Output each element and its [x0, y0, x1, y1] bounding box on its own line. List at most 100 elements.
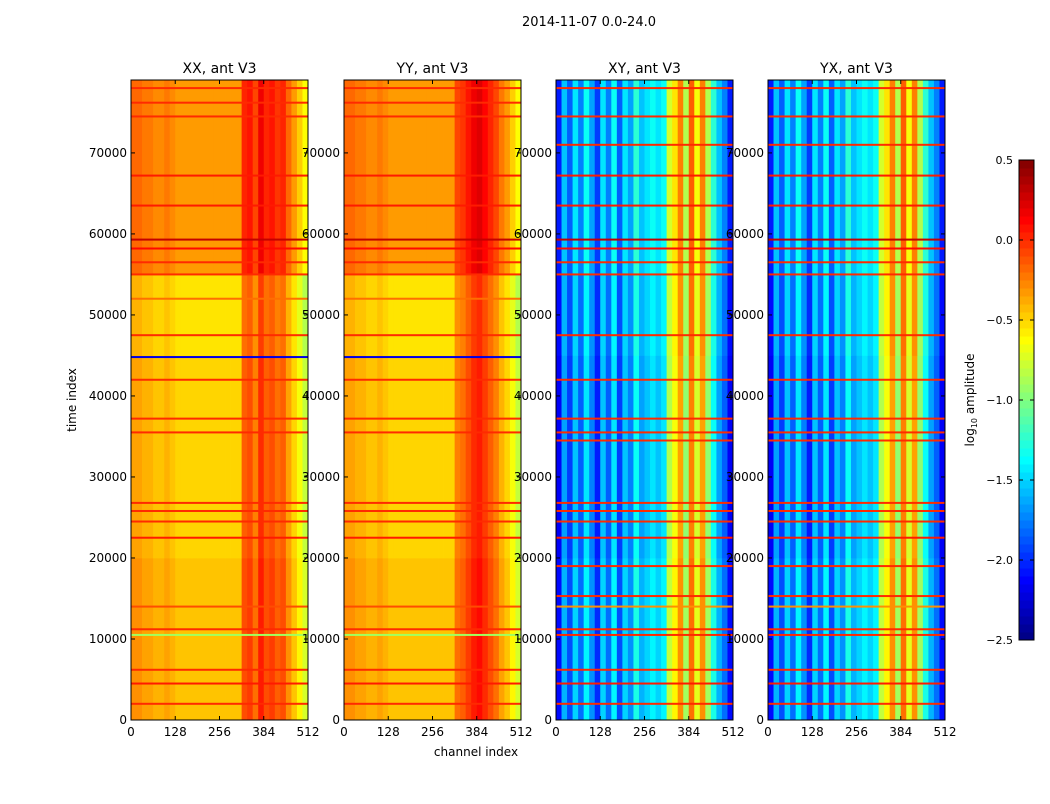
panel-title: XY, ant V3: [608, 61, 681, 77]
heatmap-cell: [476, 557, 483, 721]
heatmap-cell: [191, 80, 198, 275]
heatmap-cell: [889, 355, 896, 559]
colorbar-segment: [1019, 392, 1034, 401]
heatmap-cell: [784, 274, 791, 356]
heatmap-cell: [147, 274, 154, 356]
heatmap-cell: [862, 557, 868, 721]
heatmap-cell: [828, 557, 835, 721]
colorbar-label-rest: amplitude: [963, 354, 977, 418]
heatmap-cell: [169, 355, 176, 559]
colorbar-segment: [1019, 288, 1034, 297]
heatmap-cell: [850, 557, 857, 721]
heatmap-stripe: [131, 431, 308, 434]
heatmap-cell: [169, 557, 176, 721]
heatmap-cell: [716, 557, 723, 721]
heatmap-cell: [856, 80, 863, 275]
heatmap-cell: [180, 274, 187, 356]
heatmap-stripe: [768, 431, 945, 434]
heatmap-cell: [252, 355, 259, 559]
heatmap-cell: [438, 557, 444, 721]
heatmap-cell: [302, 80, 309, 275]
heatmap-cell: [285, 355, 292, 559]
heatmap-stripe: [768, 628, 945, 631]
heatmap-stripe: [768, 273, 945, 276]
heatmap-cell: [241, 557, 248, 721]
heatmap-cell: [230, 80, 237, 275]
x-tick-label: 384: [889, 725, 912, 739]
colorbar-segment: [1019, 160, 1034, 169]
heatmap-cell: [850, 80, 857, 275]
heatmap-cell: [432, 80, 439, 275]
heatmap-cell: [285, 274, 292, 356]
y-tick-label: 50000: [302, 308, 340, 322]
heatmap-cell: [889, 80, 896, 275]
heatmap-cell: [247, 274, 254, 356]
heatmap-cell: [561, 80, 568, 275]
heatmap-cell: [515, 80, 522, 275]
heatmap-cell: [655, 274, 662, 356]
heatmap-cell: [388, 80, 395, 275]
heatmap-stripe: [344, 204, 521, 207]
colorbar-segment: [1019, 272, 1034, 281]
heatmap-cell: [421, 355, 428, 559]
heatmap-cell: [465, 80, 472, 275]
heatmap-cell: [302, 355, 309, 559]
colorbar-segment: [1019, 472, 1034, 481]
y-tick-label: 10000: [514, 632, 552, 646]
heatmap-cell: [828, 274, 835, 356]
heatmap-cell: [823, 274, 830, 356]
heatmap-cell: [225, 557, 231, 721]
heatmap-cell: [274, 80, 281, 275]
heatmap-cell: [567, 355, 573, 559]
heatmap-cell: [186, 274, 193, 356]
heatmap-cell: [556, 80, 562, 275]
heatmap-stripe: [344, 356, 521, 359]
heatmap-cell: [589, 557, 596, 721]
heatmap-stripe: [768, 565, 945, 568]
heatmap-cell: [638, 274, 645, 356]
heatmap-stripe: [344, 668, 521, 671]
colorbar-tick-label: −1.5: [986, 474, 1013, 487]
heatmap-cell: [131, 355, 137, 559]
colorbar-tick-label: −2.5: [986, 634, 1013, 647]
heatmap-cell: [666, 274, 673, 356]
x-tick-label: 0: [552, 725, 560, 739]
heatmap-cell: [269, 355, 276, 559]
heatmap-stripe: [556, 668, 733, 671]
heatmap-cell: [388, 557, 395, 721]
heatmap-cell: [147, 355, 154, 559]
heatmap-stripe: [131, 273, 308, 276]
heatmap-stripe: [131, 702, 308, 705]
heatmap-cell: [399, 80, 406, 275]
heatmap-cell: [349, 355, 356, 559]
colorbar-segment: [1019, 560, 1034, 569]
heatmap-cell: [834, 274, 841, 356]
y-tick-label: 40000: [89, 389, 127, 403]
heatmap-cell: [716, 80, 723, 275]
heatmap-cell: [476, 80, 483, 275]
heatmap-cell: [147, 557, 154, 721]
heatmap-cell: [627, 274, 634, 356]
colorbar-segment: [1019, 512, 1034, 521]
heatmap-cell: [280, 274, 287, 356]
heatmap-cell: [236, 557, 243, 721]
heatmap-cell: [509, 80, 516, 275]
heatmap-cell: [862, 80, 868, 275]
heatmap-cell: [388, 355, 395, 559]
colorbar-segment: [1019, 240, 1034, 249]
heatmap-cell: [694, 557, 701, 721]
heatmap-cell: [153, 557, 160, 721]
heatmap-cell: [258, 80, 265, 275]
heatmap-cell: [784, 80, 791, 275]
heatmap-cell: [666, 355, 673, 559]
heatmap-cell: [202, 80, 209, 275]
heatmap-cell: [175, 557, 182, 721]
heatmap-cell: [360, 80, 367, 275]
heatmap-cell: [895, 274, 902, 356]
x-tick-label: 128: [589, 725, 612, 739]
colorbar-segment: [1019, 200, 1034, 209]
heatmap-cell: [616, 355, 623, 559]
heatmap-cell: [202, 557, 209, 721]
heatmap-cell: [504, 355, 511, 559]
heatmap-cell: [465, 557, 472, 721]
